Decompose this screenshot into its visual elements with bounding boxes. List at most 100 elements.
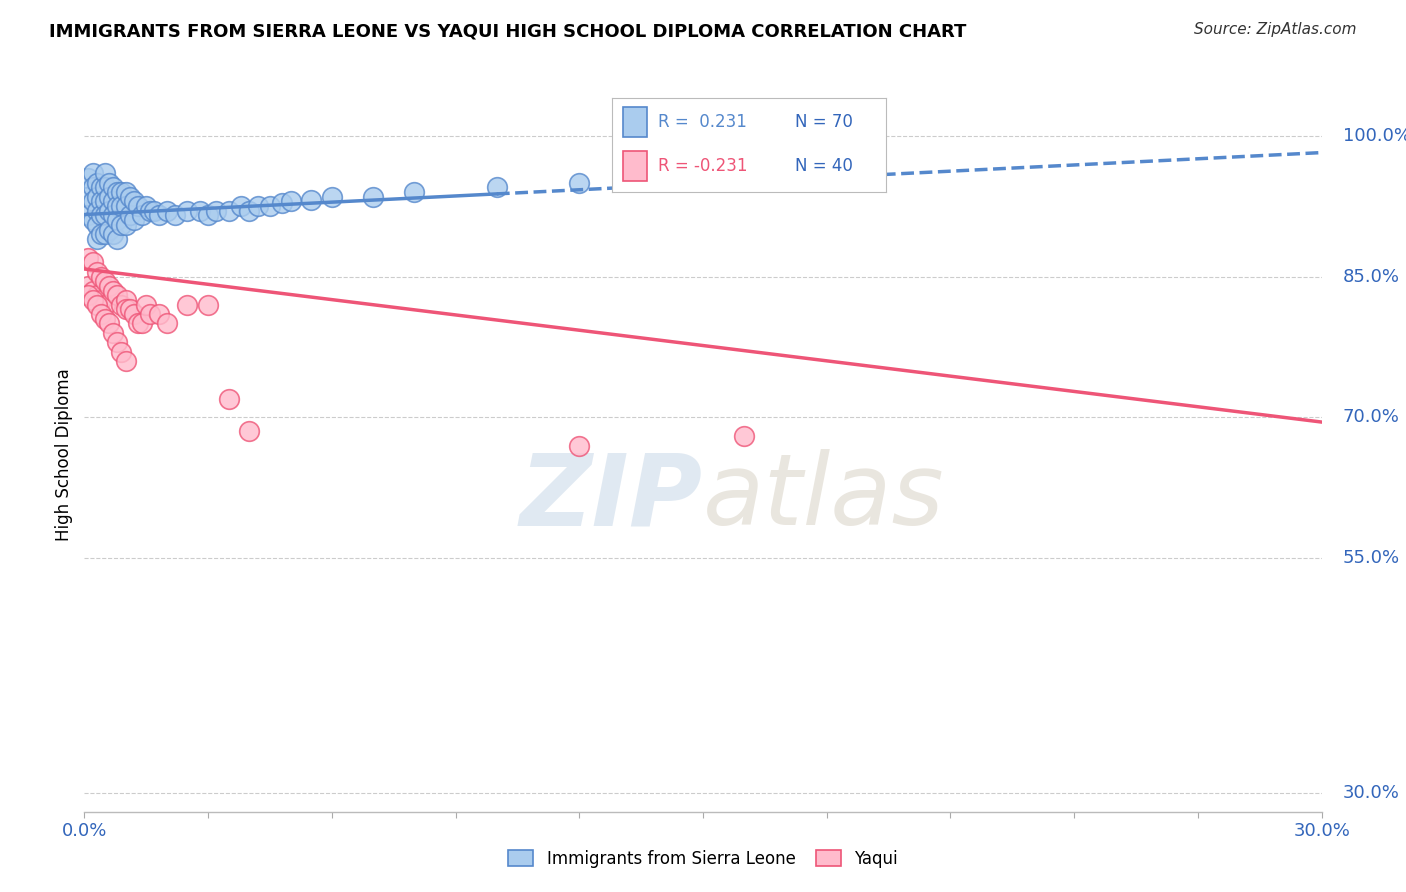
Point xyxy=(218,392,240,406)
Point xyxy=(77,279,100,293)
Point xyxy=(229,199,252,213)
Point xyxy=(98,176,121,190)
Point xyxy=(105,185,128,199)
Y-axis label: High School Diploma: High School Diploma xyxy=(55,368,73,541)
Point xyxy=(139,203,162,218)
Point xyxy=(94,166,117,180)
Text: atlas: atlas xyxy=(703,450,945,546)
Point xyxy=(568,176,591,190)
Legend: Immigrants from Sierra Leone, Yaqui: Immigrants from Sierra Leone, Yaqui xyxy=(502,844,904,875)
Point xyxy=(98,222,121,236)
Point xyxy=(94,298,117,312)
Point xyxy=(218,203,240,218)
Point xyxy=(321,190,343,204)
Text: 30.0%: 30.0% xyxy=(1343,784,1399,802)
Point xyxy=(259,199,281,213)
Text: 70.0%: 70.0% xyxy=(1343,409,1399,426)
Point xyxy=(82,194,104,209)
Text: IMMIGRANTS FROM SIERRA LEONE VS YAQUI HIGH SCHOOL DIPLOMA CORRELATION CHART: IMMIGRANTS FROM SIERRA LEONE VS YAQUI HI… xyxy=(49,22,966,40)
Point xyxy=(122,213,145,227)
Text: 85.0%: 85.0% xyxy=(1343,268,1400,285)
Point xyxy=(156,317,179,331)
Point xyxy=(114,354,136,368)
Point xyxy=(98,279,121,293)
Point xyxy=(86,265,108,279)
Point xyxy=(86,190,108,204)
Point xyxy=(114,302,136,317)
Point xyxy=(114,218,136,232)
Point xyxy=(110,218,132,232)
Bar xyxy=(623,151,647,180)
Point xyxy=(94,274,117,288)
Point xyxy=(135,298,157,312)
Point xyxy=(733,429,755,443)
Point xyxy=(77,251,100,265)
Point xyxy=(90,307,112,321)
Point xyxy=(105,199,128,213)
Point xyxy=(103,180,125,194)
Point xyxy=(692,166,714,180)
Point xyxy=(94,227,117,242)
Point xyxy=(238,203,260,218)
Point xyxy=(135,199,157,213)
Point xyxy=(205,203,228,218)
Point xyxy=(238,425,260,439)
Point xyxy=(82,213,104,227)
Text: R =  0.231: R = 0.231 xyxy=(658,113,747,131)
Point xyxy=(122,307,145,321)
Point xyxy=(114,185,136,199)
Point xyxy=(86,176,108,190)
Point xyxy=(176,203,198,218)
Point xyxy=(110,199,132,213)
Point xyxy=(299,193,322,207)
Point xyxy=(280,194,302,209)
Text: N = 40: N = 40 xyxy=(796,157,853,175)
Point xyxy=(82,293,104,307)
Point xyxy=(165,209,187,223)
Point xyxy=(148,307,170,321)
Point xyxy=(127,199,149,213)
Text: Source: ZipAtlas.com: Source: ZipAtlas.com xyxy=(1194,22,1357,37)
Point xyxy=(105,288,128,302)
Text: ZIP: ZIP xyxy=(520,450,703,546)
Point xyxy=(122,194,145,209)
Point xyxy=(90,293,112,307)
Point xyxy=(114,199,136,213)
Point xyxy=(197,298,219,312)
Point xyxy=(630,170,652,185)
Point xyxy=(188,203,211,218)
Point xyxy=(485,180,508,194)
Point xyxy=(105,335,128,350)
Point xyxy=(77,190,100,204)
Point xyxy=(90,180,112,194)
Text: R = -0.231: R = -0.231 xyxy=(658,157,748,175)
Point xyxy=(90,209,112,223)
Point xyxy=(156,203,179,218)
Point xyxy=(90,269,112,284)
Point xyxy=(77,170,100,185)
Point xyxy=(77,288,100,302)
Text: N = 70: N = 70 xyxy=(796,113,853,131)
Point xyxy=(103,194,125,209)
Point xyxy=(86,218,108,232)
Point xyxy=(98,203,121,218)
Point xyxy=(110,344,132,359)
Point xyxy=(94,180,117,194)
Point xyxy=(131,209,153,223)
Point xyxy=(82,166,104,180)
Point xyxy=(246,199,269,213)
Point xyxy=(94,311,117,326)
Text: 55.0%: 55.0% xyxy=(1343,549,1400,567)
Point xyxy=(82,284,104,298)
Point xyxy=(118,302,141,317)
Point xyxy=(94,209,117,223)
Point xyxy=(103,227,125,242)
Point xyxy=(110,185,132,199)
Point xyxy=(114,293,136,307)
Point xyxy=(103,326,125,340)
Point xyxy=(103,284,125,298)
Point xyxy=(143,203,166,218)
Point xyxy=(82,255,104,269)
Point xyxy=(86,232,108,246)
Point xyxy=(94,194,117,209)
